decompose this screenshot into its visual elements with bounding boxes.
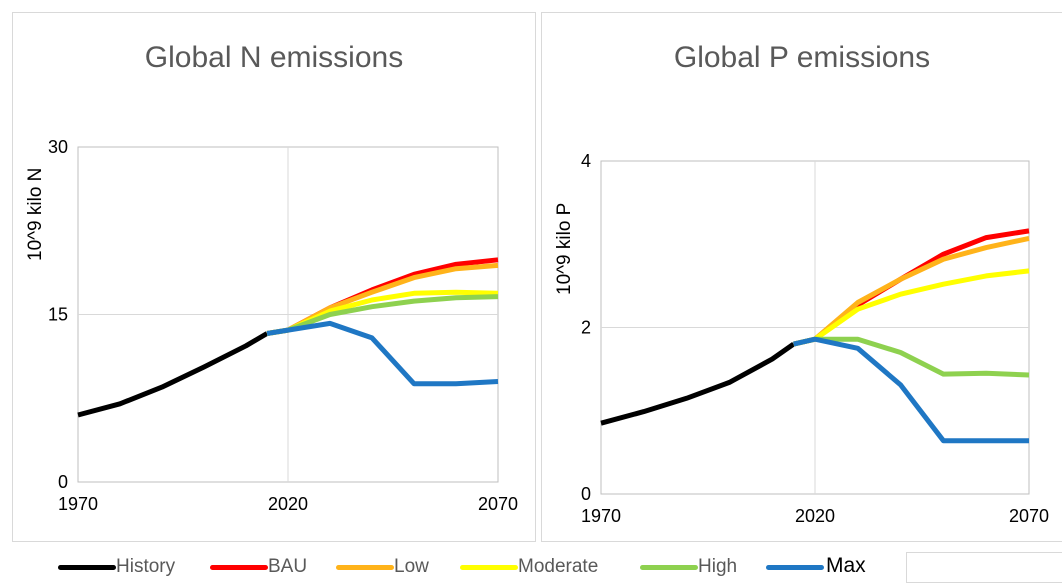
legend-label: History — [116, 556, 176, 577]
legend-swatch — [58, 565, 116, 570]
legend-swatch — [210, 565, 268, 570]
series-line-max — [793, 336, 1029, 444]
y-tick-label: 4 — [581, 151, 591, 171]
legend-label: High — [698, 556, 738, 577]
x-tick-label: 1970 — [581, 506, 621, 526]
x-tick-label: 2020 — [795, 506, 835, 526]
series-line-history — [600, 342, 796, 426]
legend-box — [906, 552, 1062, 583]
legend-swatch — [766, 565, 824, 570]
legend-label: BAU — [268, 556, 308, 577]
legend-swatch — [460, 565, 518, 570]
series-line-moderate — [793, 268, 1030, 347]
y-tick-label: 0 — [581, 484, 591, 504]
y-tick-label: 2 — [581, 318, 591, 338]
y-tick-label: 0 — [58, 472, 68, 492]
legend-label: Low — [394, 556, 429, 577]
y-tick-label: 15 — [48, 305, 68, 325]
x-tick-label: 1970 — [58, 494, 98, 514]
p-emissions-plot: 0 2 4 1970 2020 2070 — [581, 151, 1049, 526]
chart-legend: History BAU Low Moderate High Max — [0, 548, 1062, 583]
x-tick-label: 2070 — [478, 494, 518, 514]
x-tick-label: 2020 — [268, 494, 308, 514]
p-emissions-panel: Global P emissions 10^9 kilo P 0 2 4 1970 20… — [541, 12, 1062, 542]
y-tick-label: 30 — [48, 137, 68, 157]
legend-swatch — [336, 565, 394, 570]
n-emissions-plot: 0 15 30 1970 2020 2070 — [48, 137, 518, 514]
series-line-max — [266, 320, 499, 387]
legend-swatch — [640, 565, 698, 570]
x-tick-label: 2070 — [1009, 506, 1049, 526]
legend-label: Moderate — [518, 556, 599, 577]
chart-title: Global P emissions — [673, 41, 931, 74]
legend-label: Max — [826, 554, 866, 577]
n-emissions-panel: Global N emissions 10^9 kilo N 0 15 30 1970… — [12, 12, 536, 542]
chart-title: Global N emissions — [144, 41, 404, 74]
series-line-history — [77, 331, 269, 418]
